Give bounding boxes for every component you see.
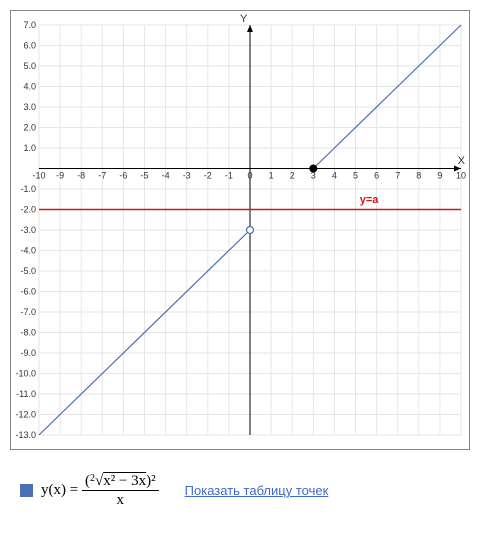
show-table-link[interactable]: Показать таблицу точек bbox=[185, 483, 329, 498]
chart-svg: -10-9-8-7-6-5-4-3-2-1012345678910-13.0-1… bbox=[11, 11, 471, 451]
svg-text:1.0: 1.0 bbox=[23, 143, 36, 153]
chart-plot-area: -10-9-8-7-6-5-4-3-2-1012345678910-13.0-1… bbox=[10, 10, 470, 450]
svg-text:6: 6 bbox=[374, 171, 379, 181]
svg-text:9: 9 bbox=[437, 171, 442, 181]
svg-text:-12.0: -12.0 bbox=[15, 410, 36, 420]
svg-text:10: 10 bbox=[456, 171, 466, 181]
svg-text:-9: -9 bbox=[56, 171, 64, 181]
svg-text:5.0: 5.0 bbox=[23, 61, 36, 71]
legend-formula: y(x) = (2√x² − 3x)²x bbox=[41, 472, 159, 509]
svg-text:2: 2 bbox=[290, 171, 295, 181]
svg-text:7.0: 7.0 bbox=[23, 20, 36, 30]
svg-text:-5.0: -5.0 bbox=[20, 266, 36, 276]
svg-text:-13.0: -13.0 bbox=[15, 430, 36, 440]
svg-text:-4.0: -4.0 bbox=[20, 246, 36, 256]
svg-text:-8.0: -8.0 bbox=[20, 328, 36, 338]
y-axis-label: Y bbox=[240, 13, 247, 25]
svg-text:-1.0: -1.0 bbox=[20, 184, 36, 194]
svg-text:-7: -7 bbox=[98, 171, 106, 181]
svg-text:-1: -1 bbox=[225, 171, 233, 181]
svg-text:4: 4 bbox=[332, 171, 337, 181]
svg-text:2.0: 2.0 bbox=[23, 123, 36, 133]
svg-text:5: 5 bbox=[353, 171, 358, 181]
svg-text:7: 7 bbox=[395, 171, 400, 181]
svg-text:3.0: 3.0 bbox=[23, 102, 36, 112]
svg-text:-3.0: -3.0 bbox=[20, 225, 36, 235]
svg-text:-10: -10 bbox=[32, 171, 45, 181]
horizontal-line-label: y=a bbox=[360, 194, 379, 206]
legend: y(x) = (2√x² − 3x)²x Показать таблицу то… bbox=[0, 460, 500, 521]
svg-text:-11.0: -11.0 bbox=[16, 389, 36, 399]
svg-text:-9.0: -9.0 bbox=[20, 348, 36, 358]
svg-text:-10.0: -10.0 bbox=[15, 369, 36, 379]
legend-swatch bbox=[20, 484, 33, 497]
svg-text:-3: -3 bbox=[183, 171, 191, 181]
svg-text:-7.0: -7.0 bbox=[20, 307, 36, 317]
svg-text:1: 1 bbox=[269, 171, 274, 181]
svg-text:-6.0: -6.0 bbox=[20, 287, 36, 297]
svg-text:-8: -8 bbox=[77, 171, 85, 181]
svg-text:-2: -2 bbox=[204, 171, 212, 181]
svg-text:-5: -5 bbox=[140, 171, 148, 181]
svg-text:6.0: 6.0 bbox=[23, 41, 36, 51]
svg-text:-2.0: -2.0 bbox=[20, 205, 36, 215]
x-axis-label: X bbox=[458, 155, 465, 167]
svg-text:4.0: 4.0 bbox=[23, 82, 36, 92]
svg-text:8: 8 bbox=[416, 171, 421, 181]
svg-text:-4: -4 bbox=[162, 171, 170, 181]
svg-text:0: 0 bbox=[247, 171, 252, 181]
svg-text:-6: -6 bbox=[119, 171, 127, 181]
